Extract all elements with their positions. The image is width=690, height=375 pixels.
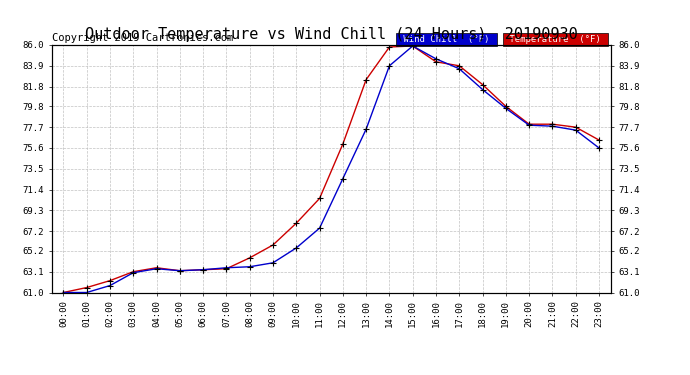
Title: Outdoor Temperature vs Wind Chill (24 Hours)  20190930: Outdoor Temperature vs Wind Chill (24 Ho… bbox=[85, 27, 578, 42]
Text: Temperature  (°F): Temperature (°F) bbox=[504, 35, 607, 44]
Text: Copyright 2019 Cartronics.com: Copyright 2019 Cartronics.com bbox=[52, 33, 233, 42]
Text: Wind Chill  (°F): Wind Chill (°F) bbox=[398, 35, 495, 44]
